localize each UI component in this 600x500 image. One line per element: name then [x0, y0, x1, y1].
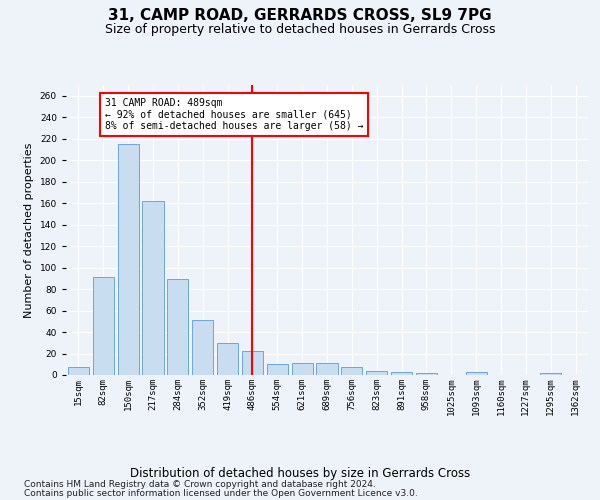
Text: 31, CAMP ROAD, GERRARDS CROSS, SL9 7PG: 31, CAMP ROAD, GERRARDS CROSS, SL9 7PG: [108, 8, 492, 22]
Bar: [540, 373, 561, 375]
Bar: [68, 368, 89, 375]
Bar: [267, 364, 288, 375]
Bar: [316, 363, 338, 375]
Bar: [192, 320, 213, 375]
Bar: [292, 363, 313, 375]
Bar: [167, 280, 188, 375]
Bar: [416, 373, 437, 375]
Bar: [118, 144, 139, 375]
Text: Contains public sector information licensed under the Open Government Licence v3: Contains public sector information licen…: [24, 489, 418, 498]
Text: Distribution of detached houses by size in Gerrards Cross: Distribution of detached houses by size …: [130, 467, 470, 480]
Bar: [93, 278, 114, 375]
Text: Size of property relative to detached houses in Gerrards Cross: Size of property relative to detached ho…: [105, 22, 495, 36]
Bar: [242, 352, 263, 375]
Text: Contains HM Land Registry data © Crown copyright and database right 2024.: Contains HM Land Registry data © Crown c…: [24, 480, 376, 489]
Text: 31 CAMP ROAD: 489sqm
← 92% of detached houses are smaller (645)
8% of semi-detac: 31 CAMP ROAD: 489sqm ← 92% of detached h…: [104, 98, 363, 131]
Bar: [391, 372, 412, 375]
Bar: [142, 201, 164, 375]
Y-axis label: Number of detached properties: Number of detached properties: [24, 142, 34, 318]
Bar: [366, 370, 387, 375]
Bar: [466, 372, 487, 375]
Bar: [341, 368, 362, 375]
Bar: [217, 343, 238, 375]
